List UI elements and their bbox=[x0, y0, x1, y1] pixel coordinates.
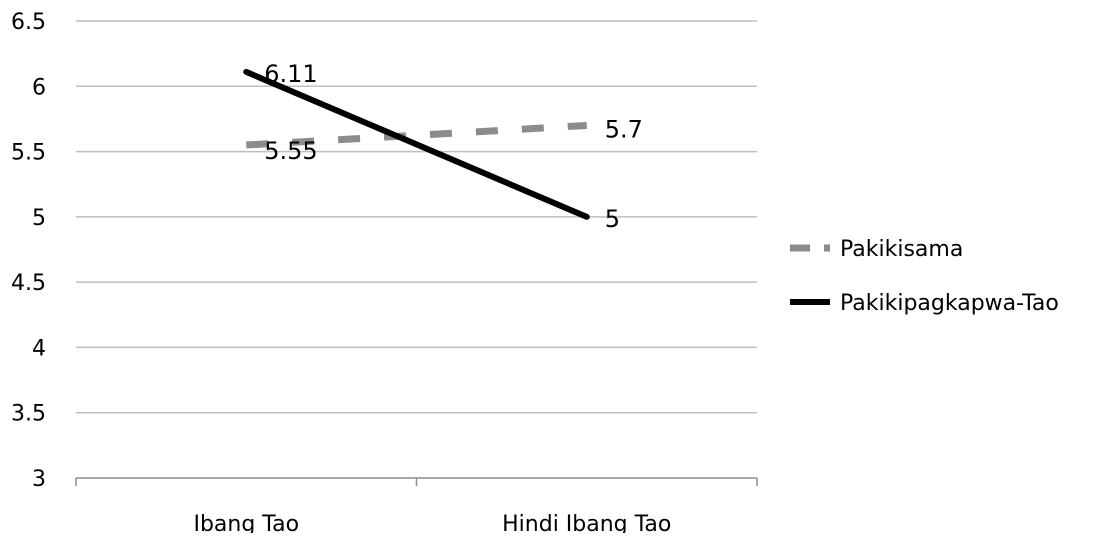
series-line-pakikisama bbox=[246, 121, 587, 149]
data-label: 5.55 bbox=[264, 137, 317, 165]
y-tick-label: 4.5 bbox=[11, 271, 46, 296]
legend: Pakikisama Pakikipagkapwa-Tao bbox=[790, 237, 1059, 316]
y-tick-label: 4 bbox=[32, 336, 46, 361]
legend-label: Pakikipagkapwa-Tao bbox=[840, 291, 1059, 316]
axes: 3 3.5 4 4.5 5 5.5 6 6.5 Ibang Tao Hindi Ibang Tao bbox=[11, 10, 758, 537]
x-category-label: Ibang Tao bbox=[193, 512, 299, 533]
y-tick-label: 6.5 bbox=[11, 10, 46, 35]
data-label: 5.7 bbox=[605, 115, 643, 143]
y-tick-label: 3.5 bbox=[11, 402, 46, 427]
series-line-pakikipagkapwa-tao bbox=[243, 68, 590, 220]
legend-label: Pakikisama bbox=[840, 237, 963, 262]
data-labels: 5.55 5.7 6.11 5 bbox=[264, 60, 643, 233]
gridlines bbox=[76, 20, 757, 414]
y-tick-label: 3 bbox=[32, 467, 46, 492]
data-label: 6.11 bbox=[264, 60, 317, 88]
y-tick-label: 5.5 bbox=[11, 141, 46, 166]
x-category-label: Hindi Ibang Tao bbox=[502, 512, 671, 533]
y-tick-label: 5 bbox=[32, 206, 46, 231]
y-tick-label: 6 bbox=[32, 75, 46, 100]
series-lines bbox=[243, 68, 590, 220]
data-label: 5 bbox=[605, 205, 620, 233]
